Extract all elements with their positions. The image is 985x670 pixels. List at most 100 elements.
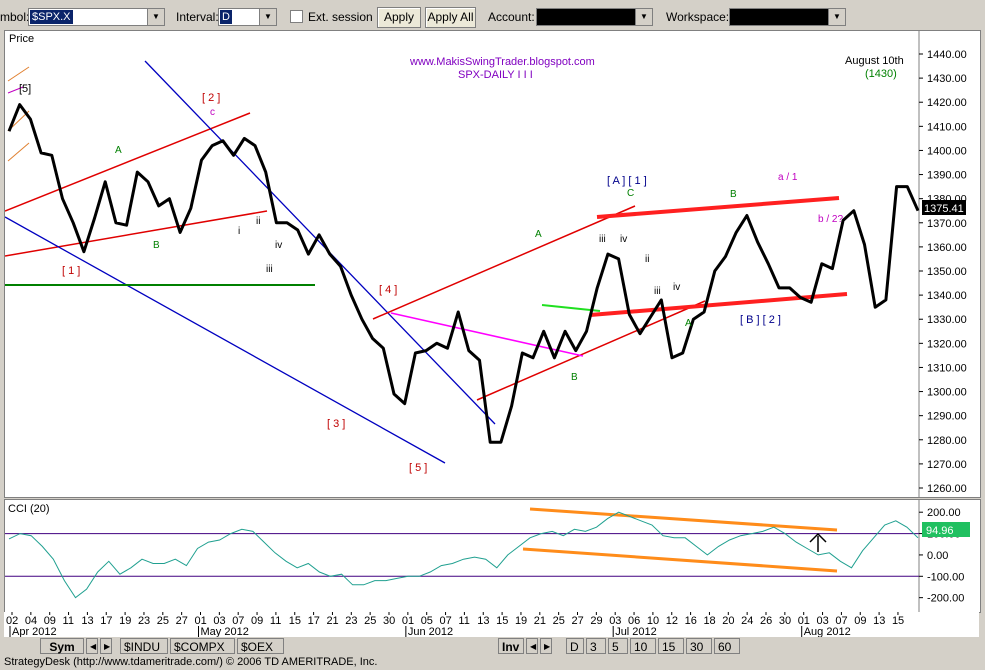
wave-label: A: [685, 318, 692, 329]
wave-label: B: [571, 372, 578, 383]
ext-session-label: Ext. session: [308, 10, 373, 24]
sym-tab[interactable]: Sym: [40, 638, 84, 654]
tab-compx[interactable]: $COMPX: [170, 638, 235, 654]
wave-label: [ A ] [ 1 ]: [607, 175, 647, 187]
inv-tab[interactable]: Inv: [498, 638, 524, 654]
x-month-label: Aug 2012: [804, 626, 851, 637]
y-tick-label: 0.00: [927, 550, 948, 562]
fan-line-3: [7, 142, 30, 162]
x-tick-label: 19: [515, 615, 527, 627]
tab-interval-15[interactable]: 15: [658, 638, 684, 654]
x-tick-label: 19: [119, 615, 131, 627]
tab-indu[interactable]: $INDU: [120, 638, 168, 654]
x-month-label: Jul 2012: [615, 626, 657, 637]
chevron-down-icon[interactable]: ▼: [635, 9, 652, 25]
y-tick-label: 1330.00: [927, 314, 967, 326]
ext-session-checkbox[interactable]: [290, 10, 303, 23]
wave-label: [ 5 ]: [409, 462, 427, 474]
y-tick-label: 1360.00: [927, 242, 967, 254]
interval-combo[interactable]: D ▼: [218, 8, 277, 26]
x-tick-label: 03: [213, 615, 225, 627]
y-tick-label: 1300.00: [927, 387, 967, 399]
y-tick-label: 1270.00: [927, 459, 967, 471]
price-panel-label: Price: [9, 33, 34, 45]
x-tick-label: 04: [25, 615, 37, 627]
x-tick-label: 11: [458, 615, 469, 627]
x-tick-label: 11: [63, 615, 74, 627]
price-panel: Price 1260.00 1270.00 1280.00 1290.00 1300.0…: [4, 30, 981, 498]
x-tick-label: 05: [421, 615, 433, 627]
x-tick-label: 15: [892, 615, 904, 627]
y-tick-label: 1290.00: [927, 411, 967, 423]
x-tick-label: 01: [798, 615, 810, 627]
y-tick-label: -100.00: [927, 571, 964, 583]
wave-label: ii: [645, 254, 649, 265]
x-tick-label: 30: [779, 615, 791, 627]
wave-label: [5]: [19, 83, 31, 95]
wave-label: [ B ] [ 2 ]: [740, 314, 781, 326]
x-month-label: May 2012: [201, 626, 249, 637]
scroll-right-icon[interactable]: ▶: [100, 638, 112, 654]
tab-interval-10[interactable]: 10: [630, 638, 656, 654]
wave-label: B: [730, 189, 737, 200]
y-tick-label: 1310.00: [927, 362, 967, 374]
pink-line: [390, 312, 584, 357]
workspace-combo[interactable]: ▼: [729, 8, 846, 26]
apply-all-button[interactable]: Apply All: [425, 7, 476, 28]
chevron-down-icon[interactable]: ▼: [259, 9, 276, 25]
cci-badge: [922, 522, 970, 537]
y-tick-label: 1390.00: [927, 170, 967, 182]
apply-button[interactable]: Apply: [377, 7, 421, 28]
scroll-right-icon[interactable]: ▶: [540, 638, 552, 654]
symbol-combo[interactable]: $SPX.X ▼: [28, 8, 165, 26]
x-axis: 02 04 09 11 13 17 19 23 25 27 01 03 07 09 11 15 17 21 23 25…: [4, 612, 979, 638]
tab-interval-60[interactable]: 60: [714, 638, 740, 654]
x-tick-label: 18: [703, 615, 715, 627]
x-tick-label: 01: [195, 615, 207, 627]
x-tick-label: 21: [326, 615, 338, 627]
tab-interval-3[interactable]: 3: [586, 638, 606, 654]
tab-oex[interactable]: $OEX: [237, 638, 284, 654]
tab-interval-d[interactable]: D: [566, 638, 584, 654]
wave-label: iv: [620, 234, 627, 245]
x-tick-label: 26: [760, 615, 772, 627]
x-tick-label: 03: [609, 615, 621, 627]
wave-label: c: [210, 107, 215, 118]
wave-label: iv: [275, 240, 282, 251]
note-target: (1430): [865, 68, 897, 80]
cci-trend-upper: [529, 507, 838, 532]
wave-label: [ 2 ]: [202, 92, 220, 104]
x-tick-label: 09: [251, 615, 263, 627]
y-tick-label: 1400.00: [927, 145, 967, 157]
channel-upper-left: [4, 112, 251, 212]
x-tick-label: 25: [553, 615, 565, 627]
x-tick-label: 25: [364, 615, 376, 627]
scroll-left-icon[interactable]: ◀: [526, 638, 538, 654]
chevron-down-icon[interactable]: ▼: [147, 9, 164, 25]
y-tick-label: -200.00: [927, 593, 964, 605]
x-tick-label: 15: [496, 615, 508, 627]
chart-subtitle: SPX-DAILY I I I: [458, 69, 533, 81]
x-tick-label: 21: [534, 615, 546, 627]
x-tick-label: 17: [100, 615, 112, 627]
tab-interval-30[interactable]: 30: [686, 638, 712, 654]
wave-labels: [5] [ 2 ] c [ 1 ] A B i ii iii iv [ 3 ] …: [19, 83, 843, 474]
y-tick-label: 1430.00: [927, 73, 967, 85]
tab-interval-5[interactable]: 5: [608, 638, 628, 654]
bottom-tab-bar: Sym ◀ ▶ $INDU $COMPX $OEX Inv ◀ ▶ D 3 5 …: [0, 637, 985, 655]
symbol-label: mbol:: [0, 10, 30, 24]
y-tick-label: 1280.00: [927, 435, 967, 447]
scroll-left-icon[interactable]: ◀: [86, 638, 98, 654]
chevron-down-icon[interactable]: ▼: [828, 9, 845, 25]
channel-lower-right: [589, 292, 848, 317]
account-combo[interactable]: ▼: [536, 8, 653, 26]
x-tick-label: 09: [854, 615, 866, 627]
wave-label: B: [153, 240, 160, 251]
account-label: Account:: [488, 10, 535, 24]
x-tick-label: 27: [572, 615, 584, 627]
x-tick-label: 15: [289, 615, 301, 627]
x-tick-label: 01: [402, 615, 414, 627]
blue-channel-lower: [4, 216, 446, 464]
wave-label: b / 2?: [818, 214, 843, 225]
x-month-label: Jun 2012: [408, 626, 453, 637]
